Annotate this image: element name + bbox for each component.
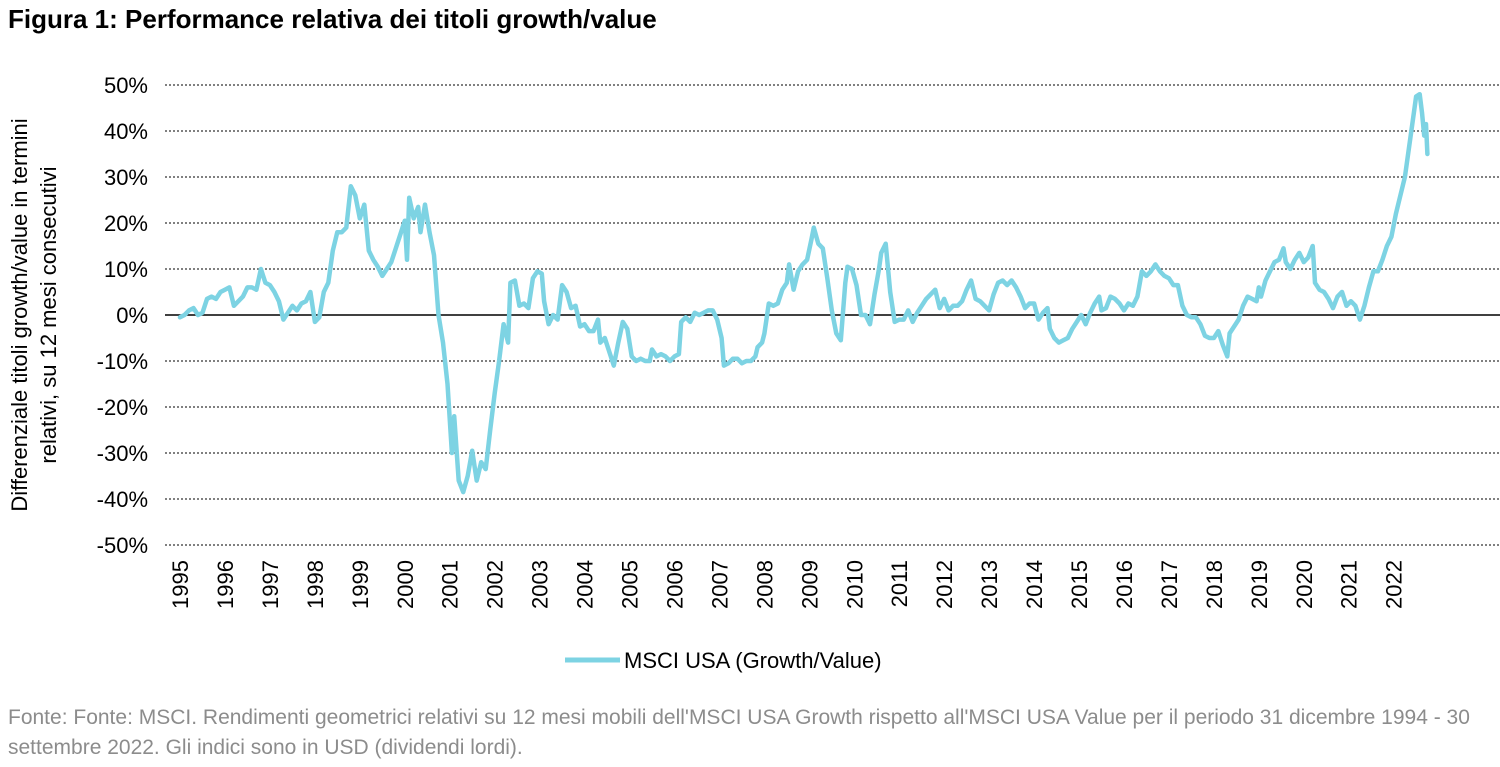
- y-tick-label: 50%: [104, 73, 148, 98]
- y-tick-label: 30%: [104, 165, 148, 190]
- x-tick-label: 2010: [842, 560, 867, 609]
- x-tick-label: 2007: [707, 560, 732, 609]
- x-tick-label: 1999: [348, 560, 373, 609]
- x-tick-label: 2001: [438, 560, 463, 609]
- y-tick-label: -30%: [97, 441, 148, 466]
- y-tick-label: -40%: [97, 487, 148, 512]
- x-tick-label: 2000: [393, 560, 418, 609]
- y-tick-label: -50%: [97, 533, 148, 558]
- y-tick-label: 20%: [104, 211, 148, 236]
- grid-lines: [165, 84, 1500, 546]
- y-tick-label: -10%: [97, 349, 148, 374]
- x-tick-label: 1996: [213, 560, 238, 609]
- x-tick-label: 2011: [887, 560, 912, 607]
- x-tick-label: 2008: [752, 560, 777, 609]
- x-tick-label: 2006: [662, 560, 687, 609]
- series-line-0: [177, 91, 1430, 495]
- x-tick-label: 2020: [1292, 560, 1317, 609]
- source-note: Fonte: Fonte: MSCI. Rendimenti geometric…: [8, 706, 1470, 759]
- x-tick-label: 2014: [1022, 560, 1047, 609]
- figure-title: Figura 1: Performance relativa dei titol…: [8, 4, 657, 34]
- x-tick-label: 2003: [528, 560, 553, 609]
- x-tick-label: 2016: [1112, 560, 1137, 609]
- legend-label: MSCI USA (Growth/Value): [624, 648, 882, 673]
- y-tick-label: -20%: [97, 395, 148, 420]
- x-tick-label: 2021: [1337, 560, 1362, 609]
- y-tick-label: 0%: [116, 303, 148, 328]
- x-tick-labels: 1995 1996 1997 1998 1999 2000 2001 2002 2003 2004…: [168, 560, 1407, 609]
- chart: 50% 40% 30% 20% 10% 0% -10% -20% -30% -40% -50% 19…: [7, 73, 1500, 673]
- x-tick-label: 2002: [483, 560, 508, 609]
- x-tick-label: 2005: [618, 560, 643, 609]
- y-tick-labels: 50% 40% 30% 20% 10% 0% -10% -20% -30% -40% -50%: [97, 73, 148, 558]
- x-tick-label: 1995: [168, 560, 193, 609]
- y-axis-label-line-2: relativi, su 12 mesi consecutivi: [36, 166, 61, 463]
- y-tick-label: 10%: [104, 257, 148, 282]
- x-tick-label: 2012: [932, 560, 957, 609]
- legend: MSCI USA (Growth/Value): [565, 648, 882, 673]
- x-tick-label: 2019: [1247, 560, 1272, 609]
- x-tick-label: 2017: [1157, 560, 1182, 609]
- x-tick-label: 2009: [797, 560, 822, 609]
- x-tick-label: 2022: [1382, 560, 1407, 609]
- x-tick-label: 2013: [977, 560, 1002, 609]
- series-lines: [177, 91, 1430, 495]
- x-tick-label: 2018: [1202, 560, 1227, 609]
- y-axis-label-line-1: Differenziale titoli growth/value in ter…: [7, 118, 32, 511]
- x-tick-label: 2004: [573, 560, 598, 609]
- y-tick-label: 40%: [104, 119, 148, 144]
- x-tick-label: 2015: [1067, 560, 1092, 609]
- x-tick-label: 1997: [258, 560, 283, 609]
- x-tick-label: 1998: [303, 560, 328, 609]
